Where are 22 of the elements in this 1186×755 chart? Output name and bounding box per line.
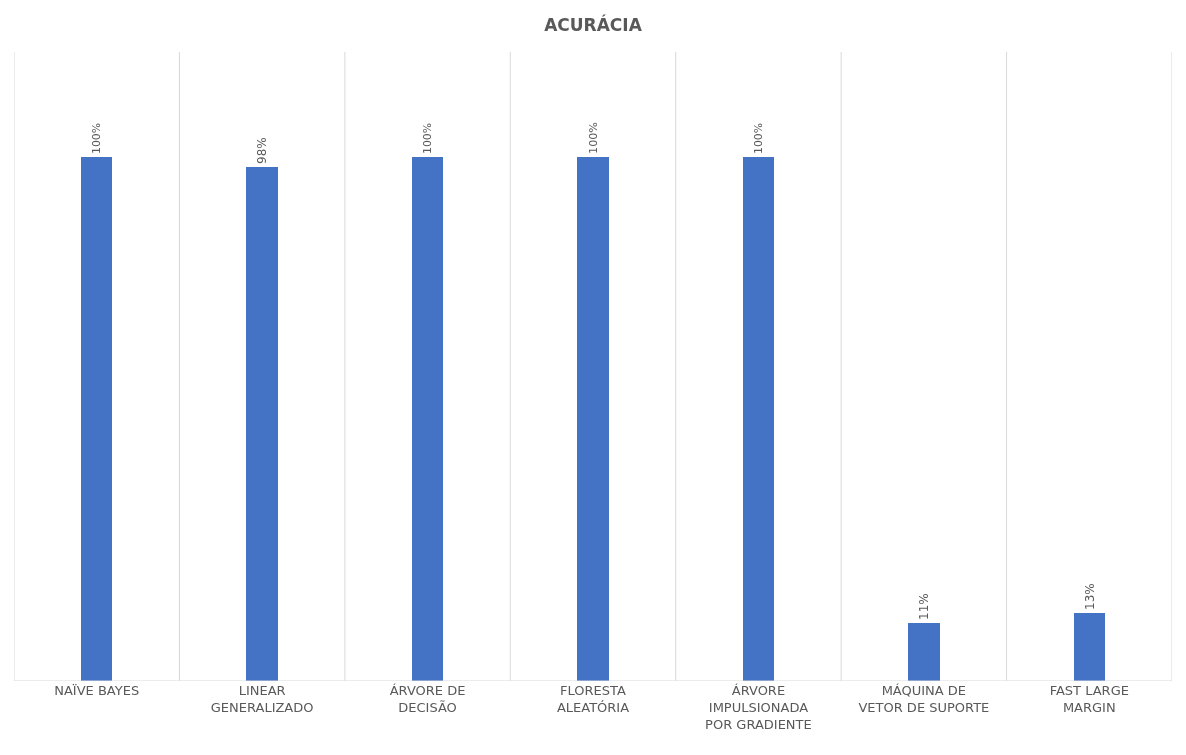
bar <box>412 157 443 681</box>
bar <box>577 157 609 681</box>
data-label: 13% <box>1082 583 1097 610</box>
bar <box>743 157 774 681</box>
x-tick-label: FLORESTA ALEATÓRIA <box>556 683 630 715</box>
data-label: 100% <box>90 123 104 154</box>
data-label: 100% <box>421 123 435 154</box>
data-label: 100% <box>752 123 766 154</box>
data-label: 100% <box>586 121 600 154</box>
x-tick-label: ÁRVORE DE DECISÃO <box>389 683 466 715</box>
x-tick-label: ÁRVORE IMPULSIONADA POR GRADIENTE <box>705 683 812 732</box>
x-tick-label: LINEAR GENERALIZADO <box>210 683 314 715</box>
x-tick-label: MÁQUINA DE VETOR DE SUPORTE <box>858 683 990 715</box>
bar <box>1074 613 1105 681</box>
bar <box>246 167 278 681</box>
bar <box>908 623 940 681</box>
data-label: 11% <box>917 593 931 620</box>
data-label: 98% <box>255 137 269 164</box>
x-tick-label: FAST LARGE MARGIN <box>1049 683 1129 715</box>
bar <box>81 157 112 681</box>
chart-title: ACURÁCIA <box>544 13 643 35</box>
x-tick-label: NAÏVE BAYES <box>54 683 140 698</box>
